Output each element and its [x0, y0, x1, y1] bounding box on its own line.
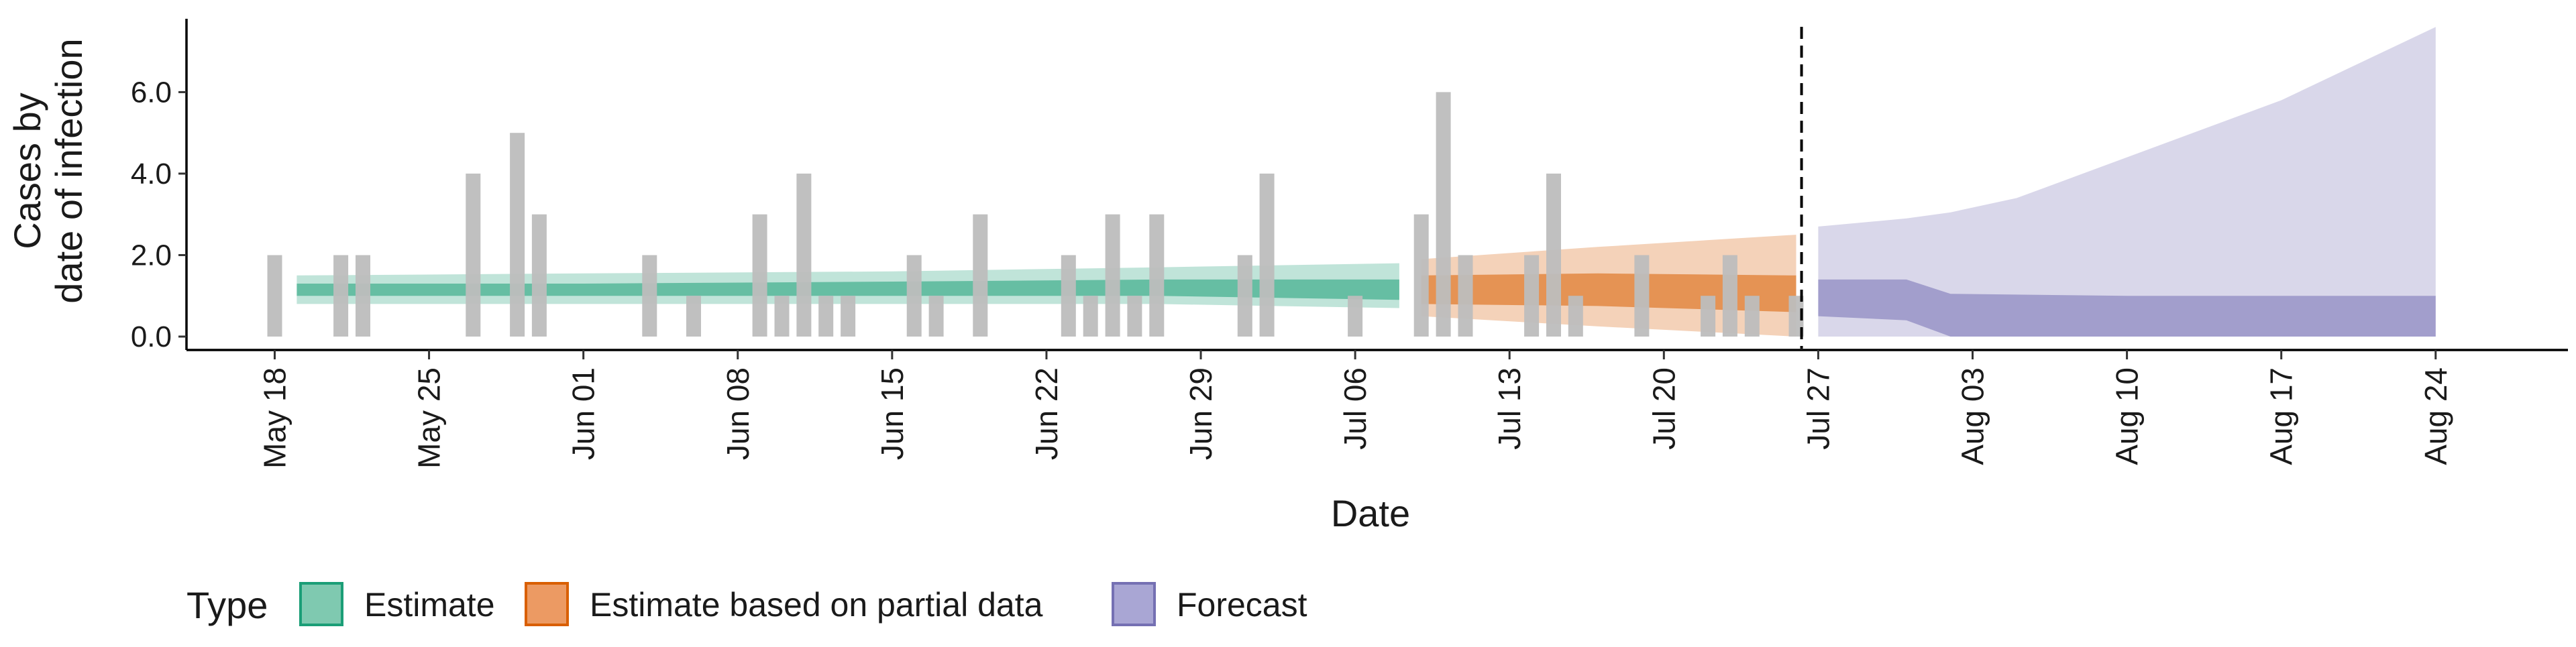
case-bar — [1701, 296, 1716, 337]
axes: 0.0 2.0 4.0 6.0 May 18 May 25 Jun 01 Jun 08 Jun … — [131, 19, 2568, 469]
reported-case-bars — [267, 92, 1804, 337]
x-tick-label: Jun 22 — [1029, 367, 1064, 460]
estimate-bands — [297, 27, 2436, 337]
x-tick-label: Jul 13 — [1492, 367, 1527, 450]
case-bar — [1259, 173, 1275, 337]
band-50-estimate — [297, 279, 1399, 300]
case-bar — [267, 255, 282, 337]
case-bar — [1413, 214, 1429, 337]
case-bar — [973, 214, 988, 337]
case-bar — [1348, 296, 1363, 337]
case-bar — [466, 173, 481, 337]
case-bar — [686, 296, 701, 337]
case-bar — [1436, 92, 1451, 337]
case-bar — [1083, 296, 1098, 337]
y-tick-label: 2.0 — [131, 239, 172, 272]
case-bar — [1634, 255, 1650, 337]
case-bar — [1524, 255, 1540, 337]
x-tick-label: Aug 03 — [1955, 367, 1990, 465]
case-bar — [1237, 255, 1252, 337]
case-bar — [796, 173, 812, 337]
y-axis-label: Cases bydate of infection — [6, 38, 90, 303]
case-bar — [1744, 296, 1760, 337]
case-bar — [642, 255, 657, 337]
band-90-forecast — [1818, 27, 2436, 337]
case-bar — [1149, 214, 1165, 337]
y-tick-label: 4.0 — [131, 158, 172, 190]
x-tick-label: Jun 08 — [720, 367, 755, 460]
legend-label: Forecast — [1177, 586, 1307, 624]
case-bar — [333, 255, 349, 337]
case-bar — [1061, 255, 1076, 337]
y-axis-label-line: Cases by — [6, 93, 48, 249]
x-tick-label: May 18 — [258, 367, 292, 469]
axis-labels: Date Cases bydate of infection — [6, 38, 1410, 534]
case-bar — [841, 296, 856, 337]
case-bar — [531, 214, 547, 337]
x-tick-label: Jun 15 — [875, 367, 910, 460]
y-axis-label-line: date of infection — [48, 38, 90, 303]
case-bar — [510, 133, 525, 337]
x-tick-label: Jun 01 — [566, 367, 601, 460]
x-tick-label: Jul 06 — [1338, 367, 1373, 450]
band-50-forecast — [1818, 279, 2436, 337]
case-bar — [1788, 296, 1804, 337]
case-bar — [1127, 296, 1142, 337]
legend-swatch — [1112, 582, 1156, 626]
legend-label: Estimate based on partial data — [590, 586, 1043, 624]
x-tick-label: Jul 20 — [1646, 367, 1681, 450]
case-bar — [818, 296, 834, 337]
legend: Type Estimate Estimate based on partial da… — [186, 582, 1307, 626]
x-tick-label: Aug 17 — [2264, 367, 2299, 465]
x-tick-label: Aug 10 — [2110, 367, 2145, 465]
case-bar — [1458, 255, 1473, 337]
x-tick-label: Aug 24 — [2418, 367, 2453, 465]
x-axis-label: Date — [1331, 492, 1410, 534]
case-bar — [752, 214, 767, 337]
case-bar — [1546, 173, 1561, 337]
legend-swatch — [299, 582, 343, 626]
case-bar — [1568, 296, 1583, 337]
x-tick-label: May 25 — [412, 367, 447, 469]
legend-swatch — [525, 582, 569, 626]
x-tick-label: Jul 27 — [1801, 367, 1835, 450]
case-bar — [356, 255, 370, 337]
y-tick-label: 6.0 — [131, 76, 172, 109]
y-tick-label: 0.0 — [131, 320, 172, 353]
case-bar — [1105, 214, 1120, 337]
legend-label: Estimate — [364, 586, 495, 624]
case-bar — [906, 255, 922, 337]
case-bar — [928, 296, 944, 337]
case-bar — [1722, 255, 1737, 337]
legend-title: Type — [186, 584, 268, 626]
case-bar — [774, 296, 790, 337]
x-tick-label: Jun 29 — [1183, 367, 1218, 460]
